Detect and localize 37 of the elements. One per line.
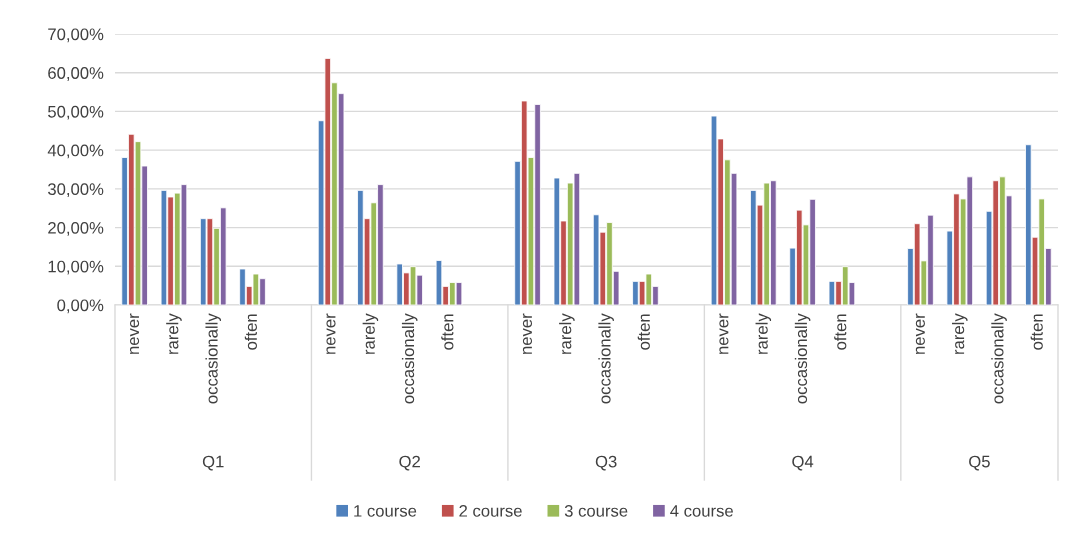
y-tick-label: 10,00% <box>48 260 104 275</box>
legend-label: 4 course <box>670 505 733 517</box>
x-tick-label: often <box>441 314 454 350</box>
legend-label: 3 course <box>564 504 628 517</box>
legend-label: 1 course <box>354 505 417 517</box>
x-tick-label: occasionally <box>401 313 418 404</box>
x-tick-label: rarely <box>755 313 772 354</box>
x-tick-label: often <box>834 314 847 350</box>
x-tick-label: rarely <box>559 313 575 354</box>
x-tick-label: never <box>326 313 336 354</box>
y-tick-label: 50,00% <box>48 105 104 120</box>
text: Q4 <box>792 455 814 471</box>
x-tick-label: occasionally <box>991 313 1007 404</box>
x-tick-label: often <box>637 314 650 350</box>
x-tick-label: never <box>522 313 533 354</box>
y-tick-label: 60,00% <box>48 67 104 81</box>
text: Q2 <box>399 455 420 471</box>
x-tick-label: often <box>244 314 257 350</box>
x-tick-label: occasionally <box>205 313 221 404</box>
x-tick-label: rarely <box>362 313 379 354</box>
y-tick-label: 30,00% <box>48 183 104 198</box>
x-tick-label: never <box>915 313 925 354</box>
y-tick-label: 70,00% <box>48 28 104 43</box>
x-tick-label: never <box>719 313 729 354</box>
legend-label: 2 course <box>459 504 522 517</box>
x-tick-label: rarely <box>166 313 182 354</box>
x-tick-label: occasionally <box>794 313 811 404</box>
y-tick-label: 0,00% <box>57 299 104 314</box>
x-tick-label: often <box>1030 314 1043 350</box>
text: Q5 <box>969 455 990 471</box>
x-tick-label: rarely <box>952 313 968 354</box>
y-tick-label: 20,00% <box>48 221 104 236</box>
text: Q1 <box>202 455 224 471</box>
text: Q3 <box>595 455 617 471</box>
y-tick-label: 40,00% <box>47 144 104 159</box>
x-tick-label: occasionally <box>598 313 614 404</box>
x-tick-label: never <box>129 313 140 354</box>
